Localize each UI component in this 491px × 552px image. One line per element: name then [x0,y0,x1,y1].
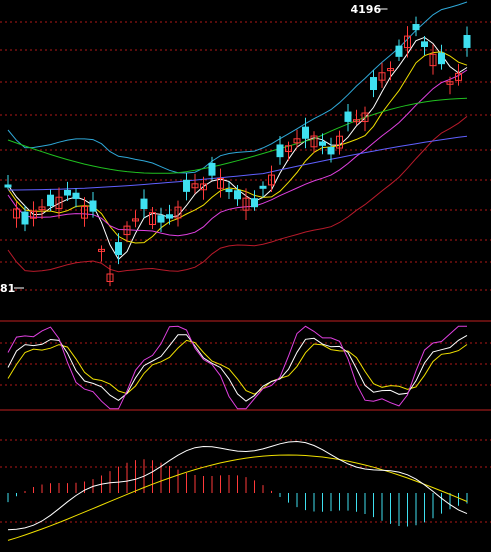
candle-body [106,273,114,282]
kdj-k-line [7,334,468,402]
ma60-line [7,97,468,174]
candle-body [361,112,369,123]
candle-body [21,211,29,225]
candle-body [174,206,182,219]
candle-body [123,225,131,236]
candle-body [132,218,139,222]
grid-lines [0,21,491,523]
candle-body [438,52,445,65]
candle-body [157,215,165,223]
candle-body [293,138,301,144]
candle-body [64,189,71,196]
candle-body [370,77,377,91]
candle-body [38,206,46,211]
candle-body [446,81,454,85]
candle-body [30,210,37,219]
candle-body [4,184,12,188]
bollinger-bands [7,1,468,273]
candle-body [336,135,343,149]
macd-dea-line [7,454,468,541]
candle-body [183,179,190,192]
candle-body [217,178,224,189]
candle-body [310,135,318,148]
candle-body [200,183,207,191]
candle-body [89,200,97,212]
candle-body [276,144,284,158]
markers: 4196 81 [0,3,388,295]
candle-body [421,41,428,47]
candle-body [344,111,352,122]
candle-body [115,242,122,256]
candle-body [13,208,20,219]
candle-body [395,45,403,57]
candle-body [353,119,360,123]
candle-body [268,174,275,186]
kdj-j-line [7,325,467,410]
moving-averages [7,36,468,261]
candle-body [302,126,309,139]
candle-body [285,145,292,153]
boll-lower-line [7,116,468,273]
ma120-line [8,135,468,191]
candle-body [225,189,233,193]
candle-body [149,212,156,225]
candle-body [412,24,420,31]
candle-body [455,72,462,81]
candle-body [98,248,105,252]
candle-body [81,206,88,219]
candle-body [208,162,216,176]
candle-body [463,35,471,48]
ma5-line [7,36,468,261]
candle-body [404,35,411,49]
ma10-line [7,51,468,244]
low-marker-label: 81 [0,282,15,295]
candle-body [140,198,148,210]
candle-body [242,197,250,211]
candle-body [55,196,63,210]
candle-body [166,214,173,219]
kdj-d-line [7,339,468,395]
candle-body [378,72,386,81]
macd-dif-line [7,440,468,531]
candle-body [327,147,335,155]
candle-body [234,190,241,200]
macd-panel [7,440,468,541]
candles [4,16,471,287]
candle-body [429,53,437,67]
candle-body [47,194,54,207]
candle-body [72,192,80,199]
candle-body [259,185,267,189]
candle-body [251,198,258,208]
candle-body [191,183,199,189]
kdj-panel [7,325,468,410]
boll-upper-line [7,1,468,174]
candle-body [319,141,326,146]
candle-body [387,68,394,72]
high-marker-label: 4196 [351,3,382,16]
